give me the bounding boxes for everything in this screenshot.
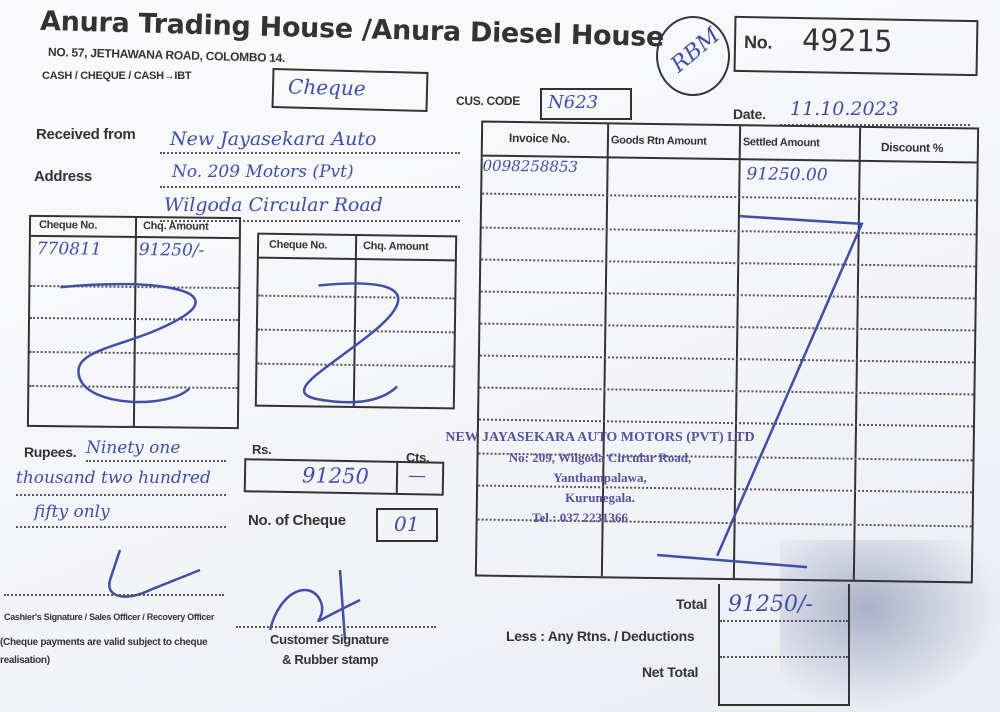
cheque-note: (Cheque payments are valid subject to ch… <box>0 637 208 666</box>
stamp-line: Tel : 037 2231366 <box>532 510 628 525</box>
no-of-cheque-value: 01 <box>394 512 420 536</box>
no-of-cheque-label: No. of Cheque <box>248 512 346 529</box>
receipt-no-label: No. <box>743 32 773 53</box>
customer-signature-label: Customer Signature <box>270 632 389 647</box>
cus-code-box: N623 <box>540 88 632 120</box>
received-from-value: New Jayasekara Auto <box>170 128 377 150</box>
cts-value: — <box>407 465 427 487</box>
cus-code-label: CUS. CODE <box>456 94 520 108</box>
payment-mode-box: Cheque <box>271 67 429 113</box>
less-deductions-label: Less : Any Rtns. / Deductions <box>506 628 695 644</box>
total-value: 91250/- <box>728 592 813 617</box>
cus-code-value: N623 <box>548 92 599 113</box>
stamp-line: Kurunegala. <box>565 490 635 505</box>
initials-circle: RBM <box>656 16 730 96</box>
rupees-words-2: thousand two hundred <box>16 468 211 488</box>
address-value-2: Wilgoda Circular Road <box>164 194 383 216</box>
invoice-table: Invoice No. Goods Rtn Amount Settled Amo… <box>474 120 980 584</box>
receipt-no-box: No. 49215 <box>733 15 979 77</box>
cheque-table-2: Cheque No. Chq. Amount <box>254 232 458 410</box>
receipt-no: 49215 <box>801 23 893 60</box>
total-line <box>720 620 848 622</box>
address-value-1: No. 209 Motors (Pvt) <box>172 162 354 182</box>
address-label: Address <box>34 168 92 185</box>
customer-signature-line <box>236 626 436 628</box>
rs-value: 91250 <box>301 463 370 489</box>
net-total-label: Net Total <box>642 664 699 680</box>
rupees-line <box>86 460 226 462</box>
amount-box: 91250 — <box>243 458 445 496</box>
ink-smudge <box>780 540 1000 710</box>
rs-label: Rs. <box>252 442 272 457</box>
cheque-table-1: Cheque No. Chq. Amount 770811 91250/- <box>26 214 242 430</box>
address-line-2 <box>160 220 460 222</box>
rubber-stamp: NEW JAYASEKARA AUTO MOTORS (PVT) LTD No:… <box>410 430 790 526</box>
total-label: Total <box>676 596 707 612</box>
payment-mode-value: Cheque <box>287 74 366 101</box>
strike-line <box>657 214 864 569</box>
cts-divider <box>395 462 399 493</box>
rupees-words-1: Ninety one <box>86 438 181 458</box>
date-value: 11.10.2023 <box>790 98 899 120</box>
cashier-signature-label: Cashier's Signature / Sales Officer / Re… <box>4 612 215 622</box>
totals-box: 91250/- <box>718 584 850 706</box>
rupees-words-3: fifty only <box>34 502 110 522</box>
date-label: Date. <box>733 106 766 122</box>
deductions-line <box>720 656 848 658</box>
strike-scribble <box>60 282 197 404</box>
stamp-line: Yanthampalawa, <box>553 470 647 485</box>
strike-scribble <box>302 282 400 404</box>
date-line <box>780 124 970 126</box>
stamp-line: No: 209, Wilgoda Circular Road, <box>508 450 692 465</box>
rubber-stamp-label: & Rubber stamp <box>282 652 379 667</box>
company-address: NO. 57, JETHAWANA ROAD, COLOMBO 14. <box>47 44 286 66</box>
stamp-line: NEW JAYASEKARA AUTO MOTORS (PVT) LTD <box>445 430 755 445</box>
no-of-cheque-box: 01 <box>376 508 438 542</box>
cts-label: Cts. <box>406 450 430 465</box>
received-from-label: Received from <box>36 126 136 143</box>
customer-signature <box>268 569 361 640</box>
rupees-line <box>16 526 226 528</box>
initials: RBM <box>666 23 725 78</box>
address-line-1 <box>160 186 460 188</box>
cashier-signature-line <box>4 594 224 596</box>
payment-modes-label: CASH / CHEQUE / CASH→IBT <box>42 70 192 82</box>
rupees-line <box>16 494 226 496</box>
company-name: Anura Trading House /Anura Diesel House <box>39 5 665 54</box>
rupees-label: Rupees. <box>24 444 77 460</box>
cashier-signature <box>108 549 201 598</box>
received-from-line <box>160 152 460 154</box>
